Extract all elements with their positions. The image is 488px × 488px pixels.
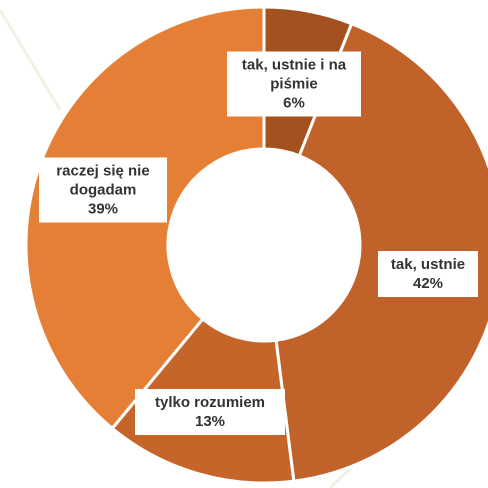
category-label: tak, ustnie i na piśmie bbox=[241, 56, 347, 93]
value-label: 39% bbox=[87, 200, 119, 218]
category-label: raczej się nie dogadam bbox=[56, 162, 150, 199]
value-label: 6% bbox=[283, 94, 305, 112]
value-label: 42% bbox=[412, 275, 444, 292]
data-label: raczej się nie dogadam 39% bbox=[39, 157, 167, 223]
data-label: tak, ustnie 42% bbox=[378, 251, 478, 297]
value-label: 13% bbox=[194, 413, 226, 430]
data-label: tylko rozumiem 13% bbox=[135, 389, 285, 435]
category-label: tylko rozumiem bbox=[154, 394, 266, 411]
data-label: tak, ustnie i na piśmie 6% bbox=[227, 51, 361, 117]
decor-line bbox=[0, 9, 62, 111]
category-label: tak, ustnie bbox=[390, 256, 466, 273]
